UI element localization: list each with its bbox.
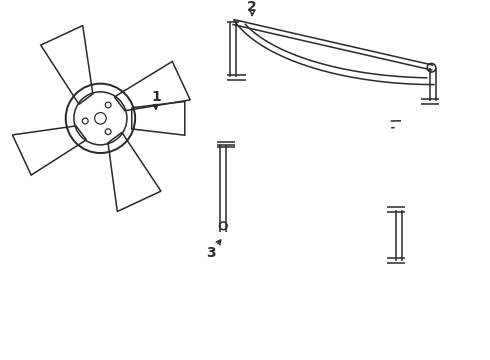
Text: 3: 3 bbox=[206, 246, 216, 260]
Text: 1: 1 bbox=[151, 90, 161, 104]
Text: 2: 2 bbox=[247, 0, 257, 14]
